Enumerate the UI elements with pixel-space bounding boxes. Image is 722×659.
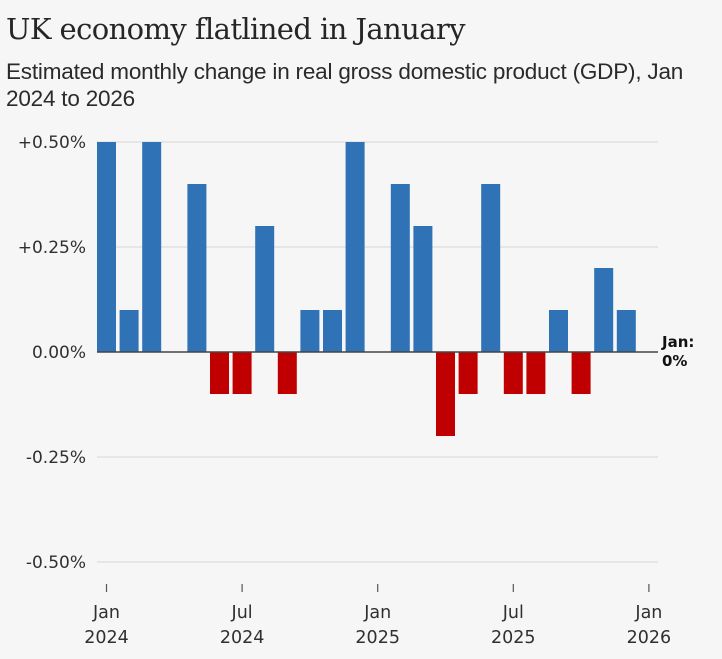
- bar-apr-2025: [436, 352, 455, 436]
- x-tick-month: Jan: [92, 603, 120, 623]
- y-tick-label: 0.00%: [32, 343, 86, 363]
- bar-may-2024: [187, 184, 207, 352]
- bar-jun-2025: [481, 184, 501, 352]
- bar-nov-2025: [594, 268, 614, 352]
- chart-subtitle: Estimated monthly change in real gross d…: [6, 59, 684, 111]
- bar-may-2025: [458, 352, 478, 394]
- x-axis-ticks: Jan 2024 Jul 2024 Jan 2025 Jul 2025 Jan 2026: [84, 584, 671, 648]
- bar-feb-2024: [119, 310, 139, 352]
- bar-aug-2025: [526, 352, 546, 394]
- bar-nov-2024: [323, 310, 342, 352]
- bar-oct-2024: [300, 310, 320, 352]
- bar-dec-2024: [345, 142, 365, 352]
- x-tick-month: Jul: [231, 603, 253, 623]
- bar-mar-2024: [142, 142, 162, 352]
- bar-mar-2025: [413, 226, 433, 352]
- bars: [97, 142, 636, 436]
- x-tick-month: Jul: [502, 603, 524, 623]
- x-tick-year: 2024: [220, 628, 265, 648]
- y-axis-ticks: +0.50% +0.25% 0.00% -0.25% -0.50%: [18, 133, 86, 573]
- x-tick-month: Jan: [363, 603, 391, 623]
- bar-jul-2024: [232, 352, 252, 394]
- annotation-label: Jan:: [661, 333, 694, 351]
- x-tick-year: 2025: [355, 628, 400, 648]
- y-tick-label: +0.50%: [18, 133, 86, 153]
- x-tick-year: 2025: [491, 628, 536, 648]
- bar-oct-2025: [571, 352, 591, 394]
- bar-feb-2025: [390, 184, 410, 352]
- x-tick-year: 2024: [84, 628, 129, 648]
- bar-aug-2024: [255, 226, 275, 352]
- bar-sep-2024: [277, 352, 297, 394]
- bar-dec-2025: [616, 310, 636, 352]
- y-tick-label: -0.25%: [26, 448, 86, 468]
- bar-jan-2024: [97, 142, 116, 352]
- y-tick-label: +0.25%: [18, 238, 86, 258]
- annotation-label: 0%: [662, 352, 687, 370]
- x-tick-year: 2026: [627, 628, 672, 648]
- annotations: Jan:0%: [661, 333, 694, 370]
- chart-title: UK economy flatlined in January: [6, 12, 466, 46]
- x-tick-month: Jan: [634, 603, 662, 623]
- y-tick-label: -0.50%: [26, 553, 86, 573]
- bar-sep-2025: [549, 310, 568, 352]
- bar-jul-2025: [503, 352, 523, 394]
- bar-jun-2024: [210, 352, 229, 394]
